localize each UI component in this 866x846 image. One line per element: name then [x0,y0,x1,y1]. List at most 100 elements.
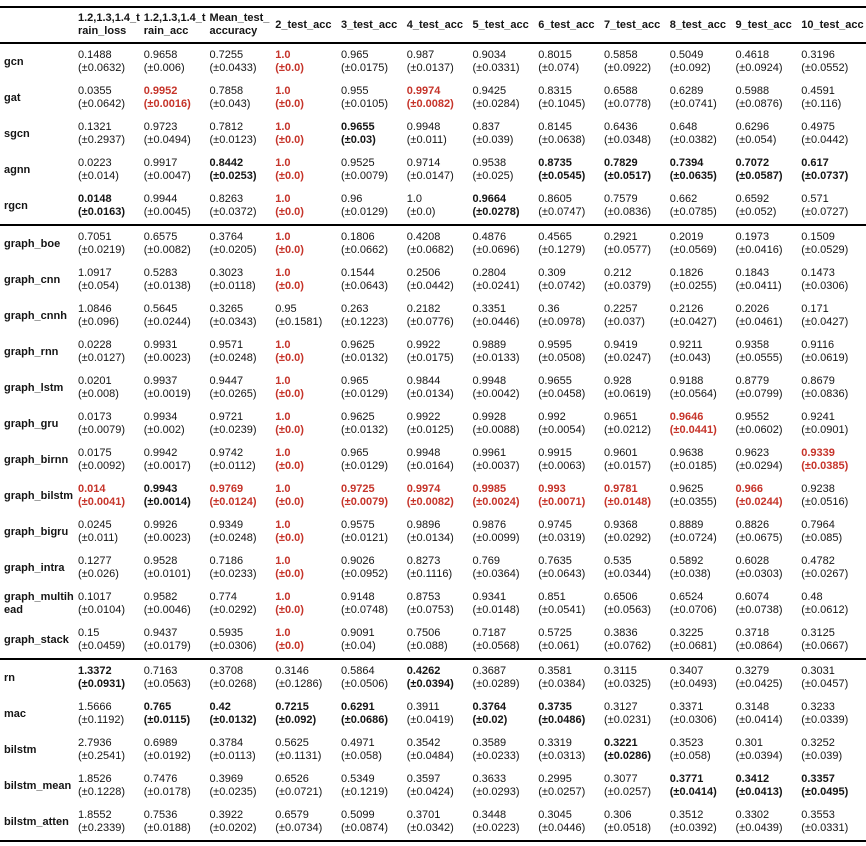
cell-std: (±0.1219) [341,786,389,798]
cell-value: 1.0 [275,375,291,387]
cell-value: 0.3589 [472,737,507,749]
cell-graph_bigru-10_test_acc: 0.7964 (±0.085) [800,514,866,550]
cell-std: (±0.058) [341,750,382,762]
cell-value: 0.9034 [472,49,507,61]
table-row-graph_lstm: graph_lstm 0.0201 (±0.008) 0.9937 (±0.0019) 0… [0,370,866,406]
table-row-graph_intra: graph_intra 0.1277 (±0.026) 0.9528 (±0.0101)… [0,550,866,586]
cell-value: 0.9714 [406,157,441,169]
cell-graph_birnn-10_test_acc: 0.9339 (±0.0385) [800,442,866,478]
cell-std: (±0.0112) [209,460,256,472]
cell-value: 0.6506 [604,591,638,603]
cell-rgcn-6_test_acc: 0.8605 (±0.0747) [537,188,603,226]
cell-bilstm-3_test_acc: 0.4971 (±0.058) [340,732,406,768]
cell-graph_lstm-3_test_acc: 0.965 (±0.0129) [340,370,406,406]
cell-value: 0.3031 [801,665,835,677]
cell-std: (±0.006) [143,62,185,74]
table-row-graph_bigru: graph_bigru 0.0245 (±0.011) 0.9926 (±0.0023)… [0,514,866,550]
cell-value: 0.9528 [143,555,178,567]
cell-std: (±0.03) [341,134,376,146]
cell-sgcn-4_test_acc: 0.9948 (±0.011) [406,116,472,152]
cell-graph_multihead-Mean_test_accuracy: 0.774 (±0.0292) [209,586,275,622]
cell-std: (±0.0188) [143,822,191,834]
cell-std: (±0.0235) [209,786,257,798]
cell-graph_cnnh-1.2,1.3,1.4_train_acc: 0.5645 (±0.0244) [143,298,209,334]
cell-std: (±0.0) [275,388,304,400]
table-row-graph_gru: graph_gru 0.0173 (±0.0079) 0.9934 (±0.002) 0.… [0,406,866,442]
cell-graph_cnn-7_test_acc: 0.212 (±0.0379) [603,262,669,298]
cell-std: (±0.002) [143,424,185,436]
row-label-graph_birnn: graph_birnn [4,453,69,466]
cell-value: 1.3372 [78,665,112,677]
cell-graph_bigru-9_test_acc: 0.8826 (±0.0675) [735,514,801,550]
cell-graph_boe-6_test_acc: 0.4565 (±0.1279) [537,225,603,262]
cell-value: 0.3045 [538,809,572,821]
cell-sgcn-5_test_acc: 0.837 (±0.039) [472,116,538,152]
cell-graph_boe-4_test_acc: 0.4208 (±0.0682) [406,225,472,262]
cell-std: (±0.0427) [801,316,849,328]
cell-std: (±0.0175) [341,62,389,74]
cell-std: (±0.0506) [341,678,389,690]
cell-std: (±0.0414) [669,786,717,798]
cell-value: 0.5645 [143,303,178,315]
cell-std: (±0.0079) [341,496,389,508]
column-header-1.2,1.3,1.4_train_loss: 1.2,1.3,1.4_train_loss [77,6,143,44]
cell-std: (±0.0414) [735,714,783,726]
cell-std: (±0.0268) [209,678,257,690]
header-row: 1.2,1.3,1.4_train_loss 1.2,1.3,1.4_train_… [0,6,866,44]
cell-value: 0.5935 [209,627,244,639]
cell-graph_lstm-4_test_acc: 0.9844 (±0.0134) [406,370,472,406]
cell-std: (±0.0079) [341,170,389,182]
cell-rgcn-7_test_acc: 0.7579 (±0.0836) [603,188,669,226]
cell-value: 0.2257 [604,303,638,315]
cell-gat-1.2,1.3,1.4_train_loss: 0.0355 (±0.0642) [77,80,143,116]
cell-value: 0.3196 [801,49,835,61]
cell-std: (±0.0244) [735,496,783,508]
cell-std: (±0.0331) [801,822,849,834]
table-header: 1.2,1.3,1.4_train_loss 1.2,1.3,1.4_train_… [0,6,866,44]
cell-std: (±0.0) [406,206,436,218]
table-row-graph_cnnh: graph_cnnh 1.0846 (±0.096) 0.5645 (±0.0244) 0… [0,298,866,334]
cell-mac-6_test_acc: 0.3735 (±0.0486) [537,696,603,732]
cell-bilstm_mean-8_test_acc: 0.3771 (±0.0414) [669,768,735,804]
cell-graph_birnn-5_test_acc: 0.9961 (±0.0037) [472,442,538,478]
cell-graph_cnnh-3_test_acc: 0.263 (±0.1223) [340,298,406,334]
cell-sgcn-7_test_acc: 0.6436 (±0.0348) [603,116,669,152]
column-header-9_test_acc: 9_test_acc [734,6,801,44]
cell-value: 0.4782 [801,555,835,567]
cell-value: 0.3922 [209,809,244,821]
cell-value: 0.9844 [406,375,441,387]
cell-sgcn-10_test_acc: 0.4975 (±0.0442) [800,116,866,152]
cell-std: (±0.0737) [801,170,849,182]
cell-value: 0.6291 [341,701,375,713]
row-label-graph_bigru: graph_bigru [4,525,69,538]
cell-value: 0.8263 [209,193,244,205]
cell-std: (±0.0836) [604,206,652,218]
cell-std: (±0.043) [669,352,711,364]
cell-bilstm_mean-6_test_acc: 0.2995 (±0.0257) [537,768,603,804]
cell-value: 2.7936 [78,737,112,749]
cell-graph_bigru-4_test_acc: 0.9896 (±0.0134) [406,514,472,550]
cell-graph_bilstm-1.2,1.3,1.4_train_acc: 0.9943 (±0.0014) [143,478,209,514]
cell-value: 0.8442 [209,157,244,169]
cell-bilstm_atten-5_test_acc: 0.3448 (±0.0223) [471,804,538,842]
cell-gcn-9_test_acc: 0.4618 (±0.0924) [735,43,801,80]
table-row-graph_birnn: graph_birnn 0.0175 (±0.0092) 0.9942 (±0.0017… [0,442,866,478]
cell-graph_multihead-5_test_acc: 0.9341 (±0.0148) [472,586,538,622]
column-header-1.2,1.3,1.4_train_acc: 1.2,1.3,1.4_train_acc [142,6,209,44]
cell-bilstm_atten-6_test_acc: 0.3045 (±0.0446) [537,804,603,842]
cell-bilstm_mean-7_test_acc: 0.3077 (±0.0257) [603,768,669,804]
cell-rn-Mean_test_accuracy: 0.3708 (±0.0268) [209,659,275,696]
cell-std: (±0.0042) [472,388,520,400]
cell-rgcn-1.2,1.3,1.4_train_loss: 0.0148 (±0.0163) [77,188,143,226]
cell-value: 0.8605 [538,193,572,205]
cell-value: 0.9769 [209,483,244,495]
cell-std: (±0.0516) [801,496,849,508]
cell-value: 0.9937 [143,375,178,387]
cell-agnn-6_test_acc: 0.8735 (±0.0545) [537,152,603,188]
cell-std: (±0.0293) [472,786,520,798]
cell-graph_cnn-8_test_acc: 0.1826 (±0.0255) [669,262,735,298]
table-row-bilstm: bilstm 2.7936 (±0.2541) 0.6989 (±0.0192) 0.37… [0,732,866,768]
cell-std: (±0.0) [275,460,304,472]
cell-graph_bigru-Mean_test_accuracy: 0.9349 (±0.0248) [209,514,275,550]
cell-graph_rnn-3_test_acc: 0.9625 (±0.0132) [340,334,406,370]
